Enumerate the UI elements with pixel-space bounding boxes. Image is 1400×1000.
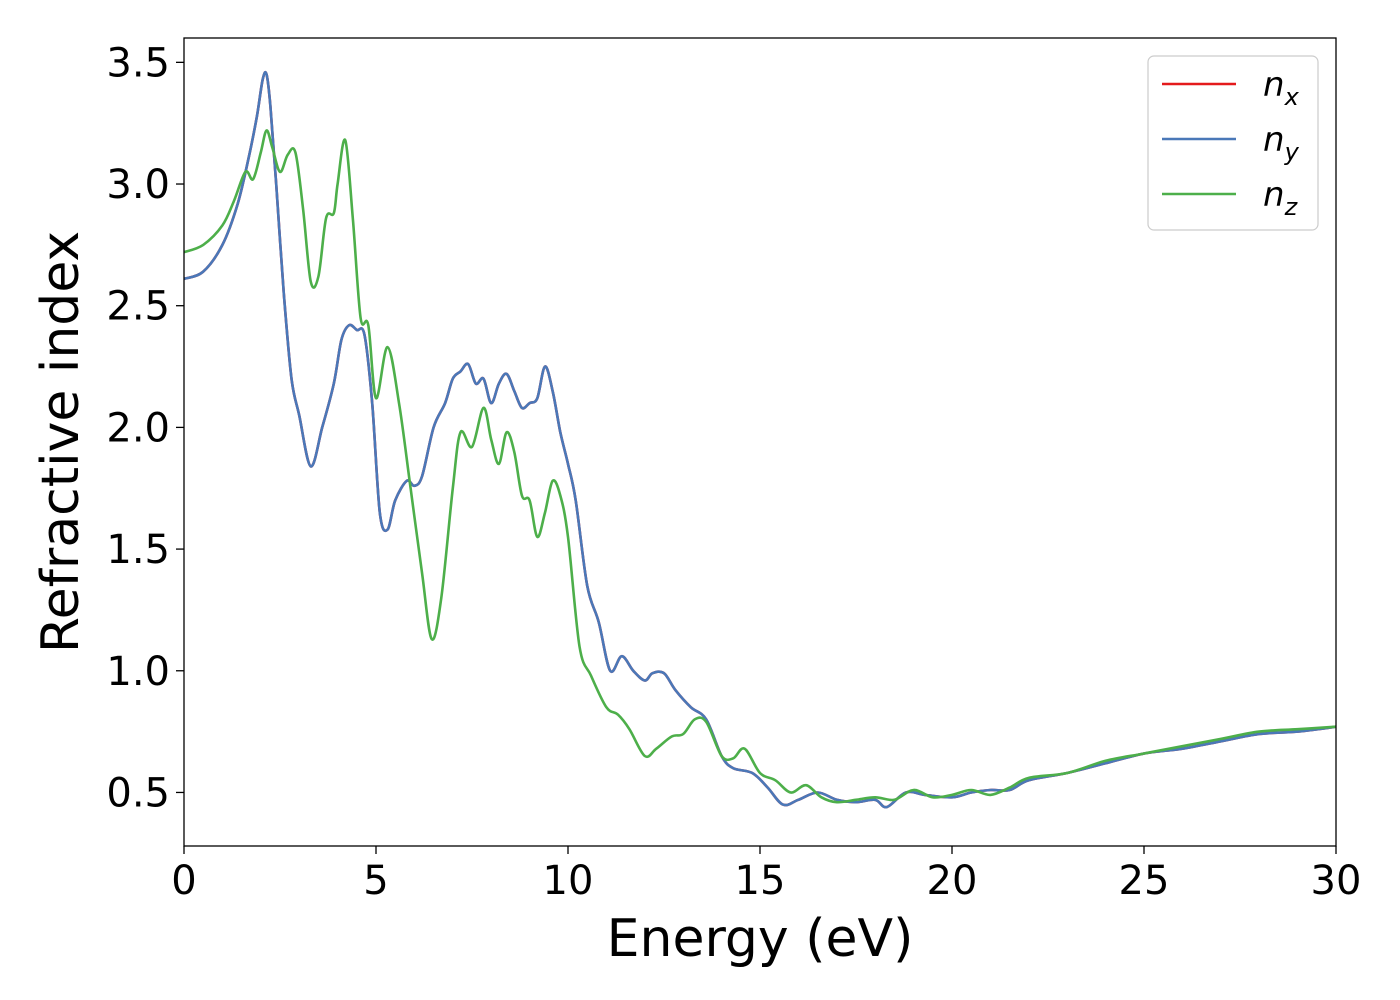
series-line-nz [184,129,1336,804]
legend-label: ny [1263,120,1300,166]
x-tick-label: 10 [543,858,594,904]
x-tick-label: 0 [171,858,196,904]
y-axis-label: Refractive index [31,231,91,653]
x-tick-label: 30 [1311,858,1362,904]
legend: nx ny nz [1147,55,1319,231]
y-tick-label: 1.0 [106,649,170,695]
x-tick-label: 15 [735,858,786,904]
legend-box [1147,55,1319,231]
y-tick-label: 0.5 [106,770,170,816]
legend-label: nx [1263,65,1300,111]
y-tick-label: 2.5 [106,284,170,330]
x-axis-label: Energy (eV) [607,909,914,969]
legend-label: nz [1263,175,1299,221]
plot-lines [184,70,1336,809]
y-axis-ticks: 0.5 1.0 1.5 2.0 2.5 3.0 3.5 [106,40,184,816]
x-axis-ticks: 0 5 10 15 20 25 30 [171,846,1361,904]
x-tick-label: 25 [1119,858,1170,904]
x-tick-label: 20 [927,858,978,904]
y-tick-label: 3.5 [106,40,170,86]
y-tick-label: 3.0 [106,162,170,208]
y-tick-label: 2.0 [106,405,170,451]
y-tick-label: 1.5 [106,527,170,573]
x-tick-label: 5 [363,858,388,904]
